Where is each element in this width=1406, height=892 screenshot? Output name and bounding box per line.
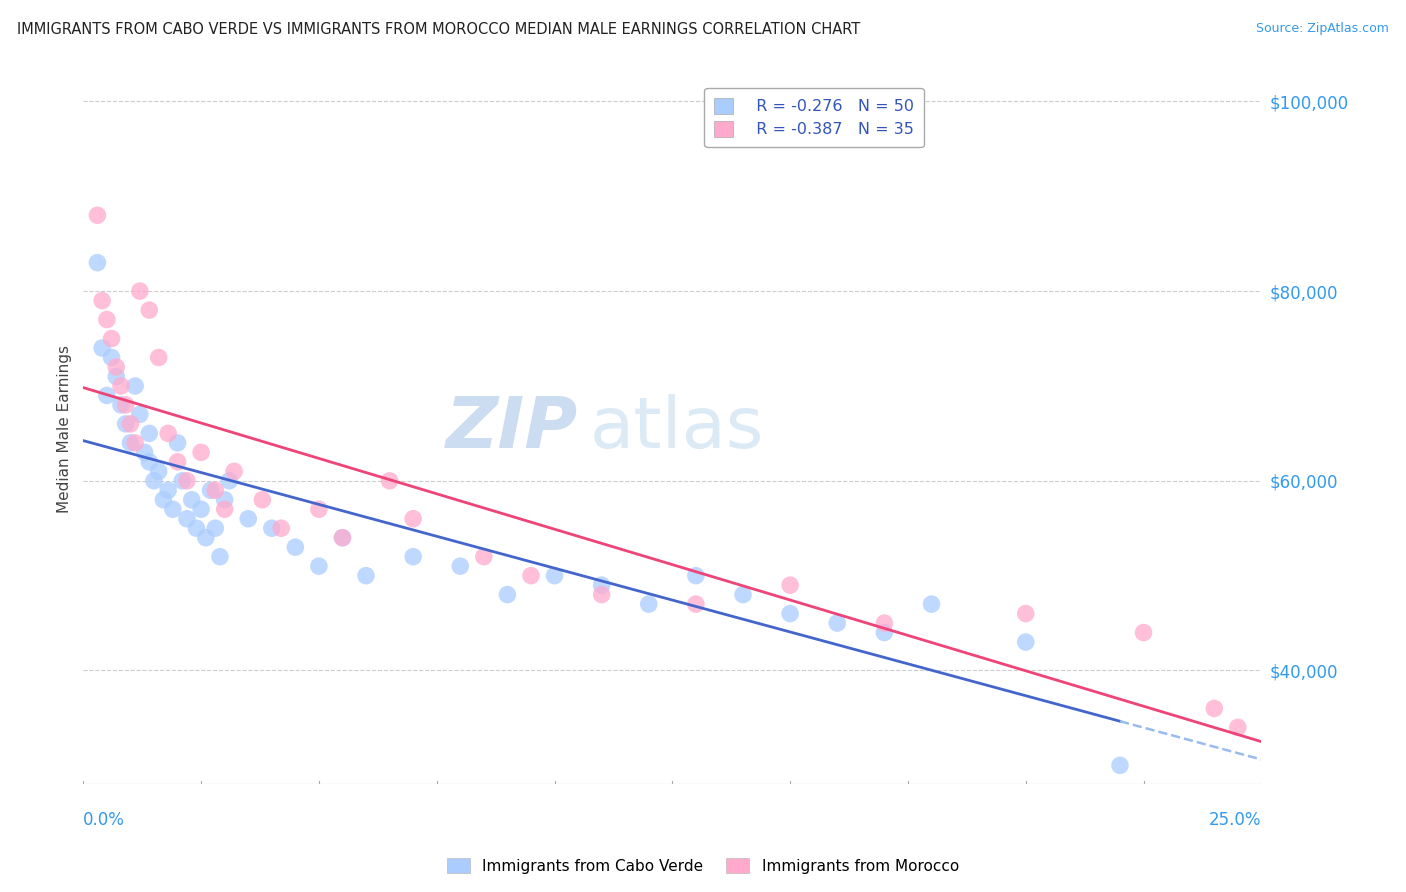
Point bbox=[200, 483, 222, 498]
Point bbox=[86, 208, 108, 222]
Point bbox=[105, 359, 128, 374]
Point bbox=[172, 474, 194, 488]
Point bbox=[176, 512, 198, 526]
Point bbox=[96, 388, 118, 402]
Point bbox=[308, 502, 330, 516]
Point bbox=[138, 455, 160, 469]
Point bbox=[120, 435, 142, 450]
Point bbox=[96, 312, 118, 326]
Point bbox=[190, 502, 212, 516]
Point bbox=[402, 549, 425, 564]
Point bbox=[591, 588, 613, 602]
Point bbox=[591, 578, 613, 592]
Point bbox=[128, 284, 150, 298]
Point bbox=[105, 369, 128, 384]
Text: IMMIGRANTS FROM CABO VERDE VS IMMIGRANTS FROM MOROCCO MEDIAN MALE EARNINGS CORRE: IMMIGRANTS FROM CABO VERDE VS IMMIGRANTS… bbox=[17, 22, 860, 37]
Text: 25.0%: 25.0% bbox=[1209, 811, 1261, 829]
Point bbox=[637, 597, 659, 611]
Point bbox=[1015, 635, 1038, 649]
Point bbox=[148, 351, 170, 365]
Point bbox=[86, 255, 108, 269]
Point bbox=[152, 492, 174, 507]
Point bbox=[134, 445, 156, 459]
Point bbox=[354, 568, 377, 582]
Legend: Immigrants from Cabo Verde, Immigrants from Morocco: Immigrants from Cabo Verde, Immigrants f… bbox=[441, 852, 965, 880]
Point bbox=[214, 502, 236, 516]
Point bbox=[124, 435, 146, 450]
Point bbox=[260, 521, 283, 535]
Point bbox=[873, 625, 896, 640]
Point bbox=[138, 426, 160, 441]
Point bbox=[194, 531, 217, 545]
Point bbox=[162, 502, 184, 516]
Legend:   R = -0.276   N = 50,   R = -0.387   N = 35: R = -0.276 N = 50, R = -0.387 N = 35 bbox=[704, 88, 924, 147]
Point bbox=[218, 474, 240, 488]
Point bbox=[825, 616, 848, 631]
Point bbox=[472, 549, 495, 564]
Point bbox=[252, 492, 274, 507]
Point bbox=[100, 351, 122, 365]
Point bbox=[120, 417, 142, 431]
Point bbox=[204, 521, 226, 535]
Point bbox=[921, 597, 943, 611]
Point bbox=[208, 549, 231, 564]
Point bbox=[1204, 701, 1226, 715]
Point bbox=[166, 455, 188, 469]
Point bbox=[204, 483, 226, 498]
Point bbox=[284, 540, 307, 554]
Point bbox=[496, 588, 519, 602]
Point bbox=[166, 435, 188, 450]
Text: atlas: atlas bbox=[591, 394, 765, 463]
Point bbox=[114, 417, 136, 431]
Point bbox=[1226, 720, 1249, 734]
Point bbox=[157, 426, 180, 441]
Point bbox=[520, 568, 543, 582]
Point bbox=[148, 464, 170, 478]
Point bbox=[110, 379, 132, 393]
Point bbox=[378, 474, 401, 488]
Point bbox=[332, 531, 354, 545]
Point bbox=[449, 559, 471, 574]
Point bbox=[1015, 607, 1038, 621]
Point bbox=[190, 445, 212, 459]
Point bbox=[270, 521, 292, 535]
Point bbox=[124, 379, 146, 393]
Point bbox=[222, 464, 245, 478]
Point bbox=[873, 616, 896, 631]
Text: Source: ZipAtlas.com: Source: ZipAtlas.com bbox=[1256, 22, 1389, 36]
Point bbox=[1109, 758, 1132, 772]
Point bbox=[685, 568, 707, 582]
Point bbox=[176, 474, 198, 488]
Point bbox=[779, 578, 801, 592]
Point bbox=[543, 568, 565, 582]
Point bbox=[157, 483, 180, 498]
Point bbox=[332, 531, 354, 545]
Point bbox=[100, 332, 122, 346]
Point bbox=[731, 588, 754, 602]
Point bbox=[238, 512, 260, 526]
Text: ZIP: ZIP bbox=[446, 394, 578, 463]
Point bbox=[114, 398, 136, 412]
Point bbox=[308, 559, 330, 574]
Point bbox=[779, 607, 801, 621]
Point bbox=[128, 408, 150, 422]
Point bbox=[402, 512, 425, 526]
Point bbox=[143, 474, 166, 488]
Text: 0.0%: 0.0% bbox=[83, 811, 125, 829]
Y-axis label: Median Male Earnings: Median Male Earnings bbox=[58, 344, 72, 513]
Point bbox=[91, 293, 114, 308]
Point bbox=[186, 521, 208, 535]
Point bbox=[110, 398, 132, 412]
Point bbox=[138, 303, 160, 318]
Point bbox=[91, 341, 114, 355]
Point bbox=[1132, 625, 1154, 640]
Point bbox=[214, 492, 236, 507]
Point bbox=[685, 597, 707, 611]
Point bbox=[180, 492, 202, 507]
